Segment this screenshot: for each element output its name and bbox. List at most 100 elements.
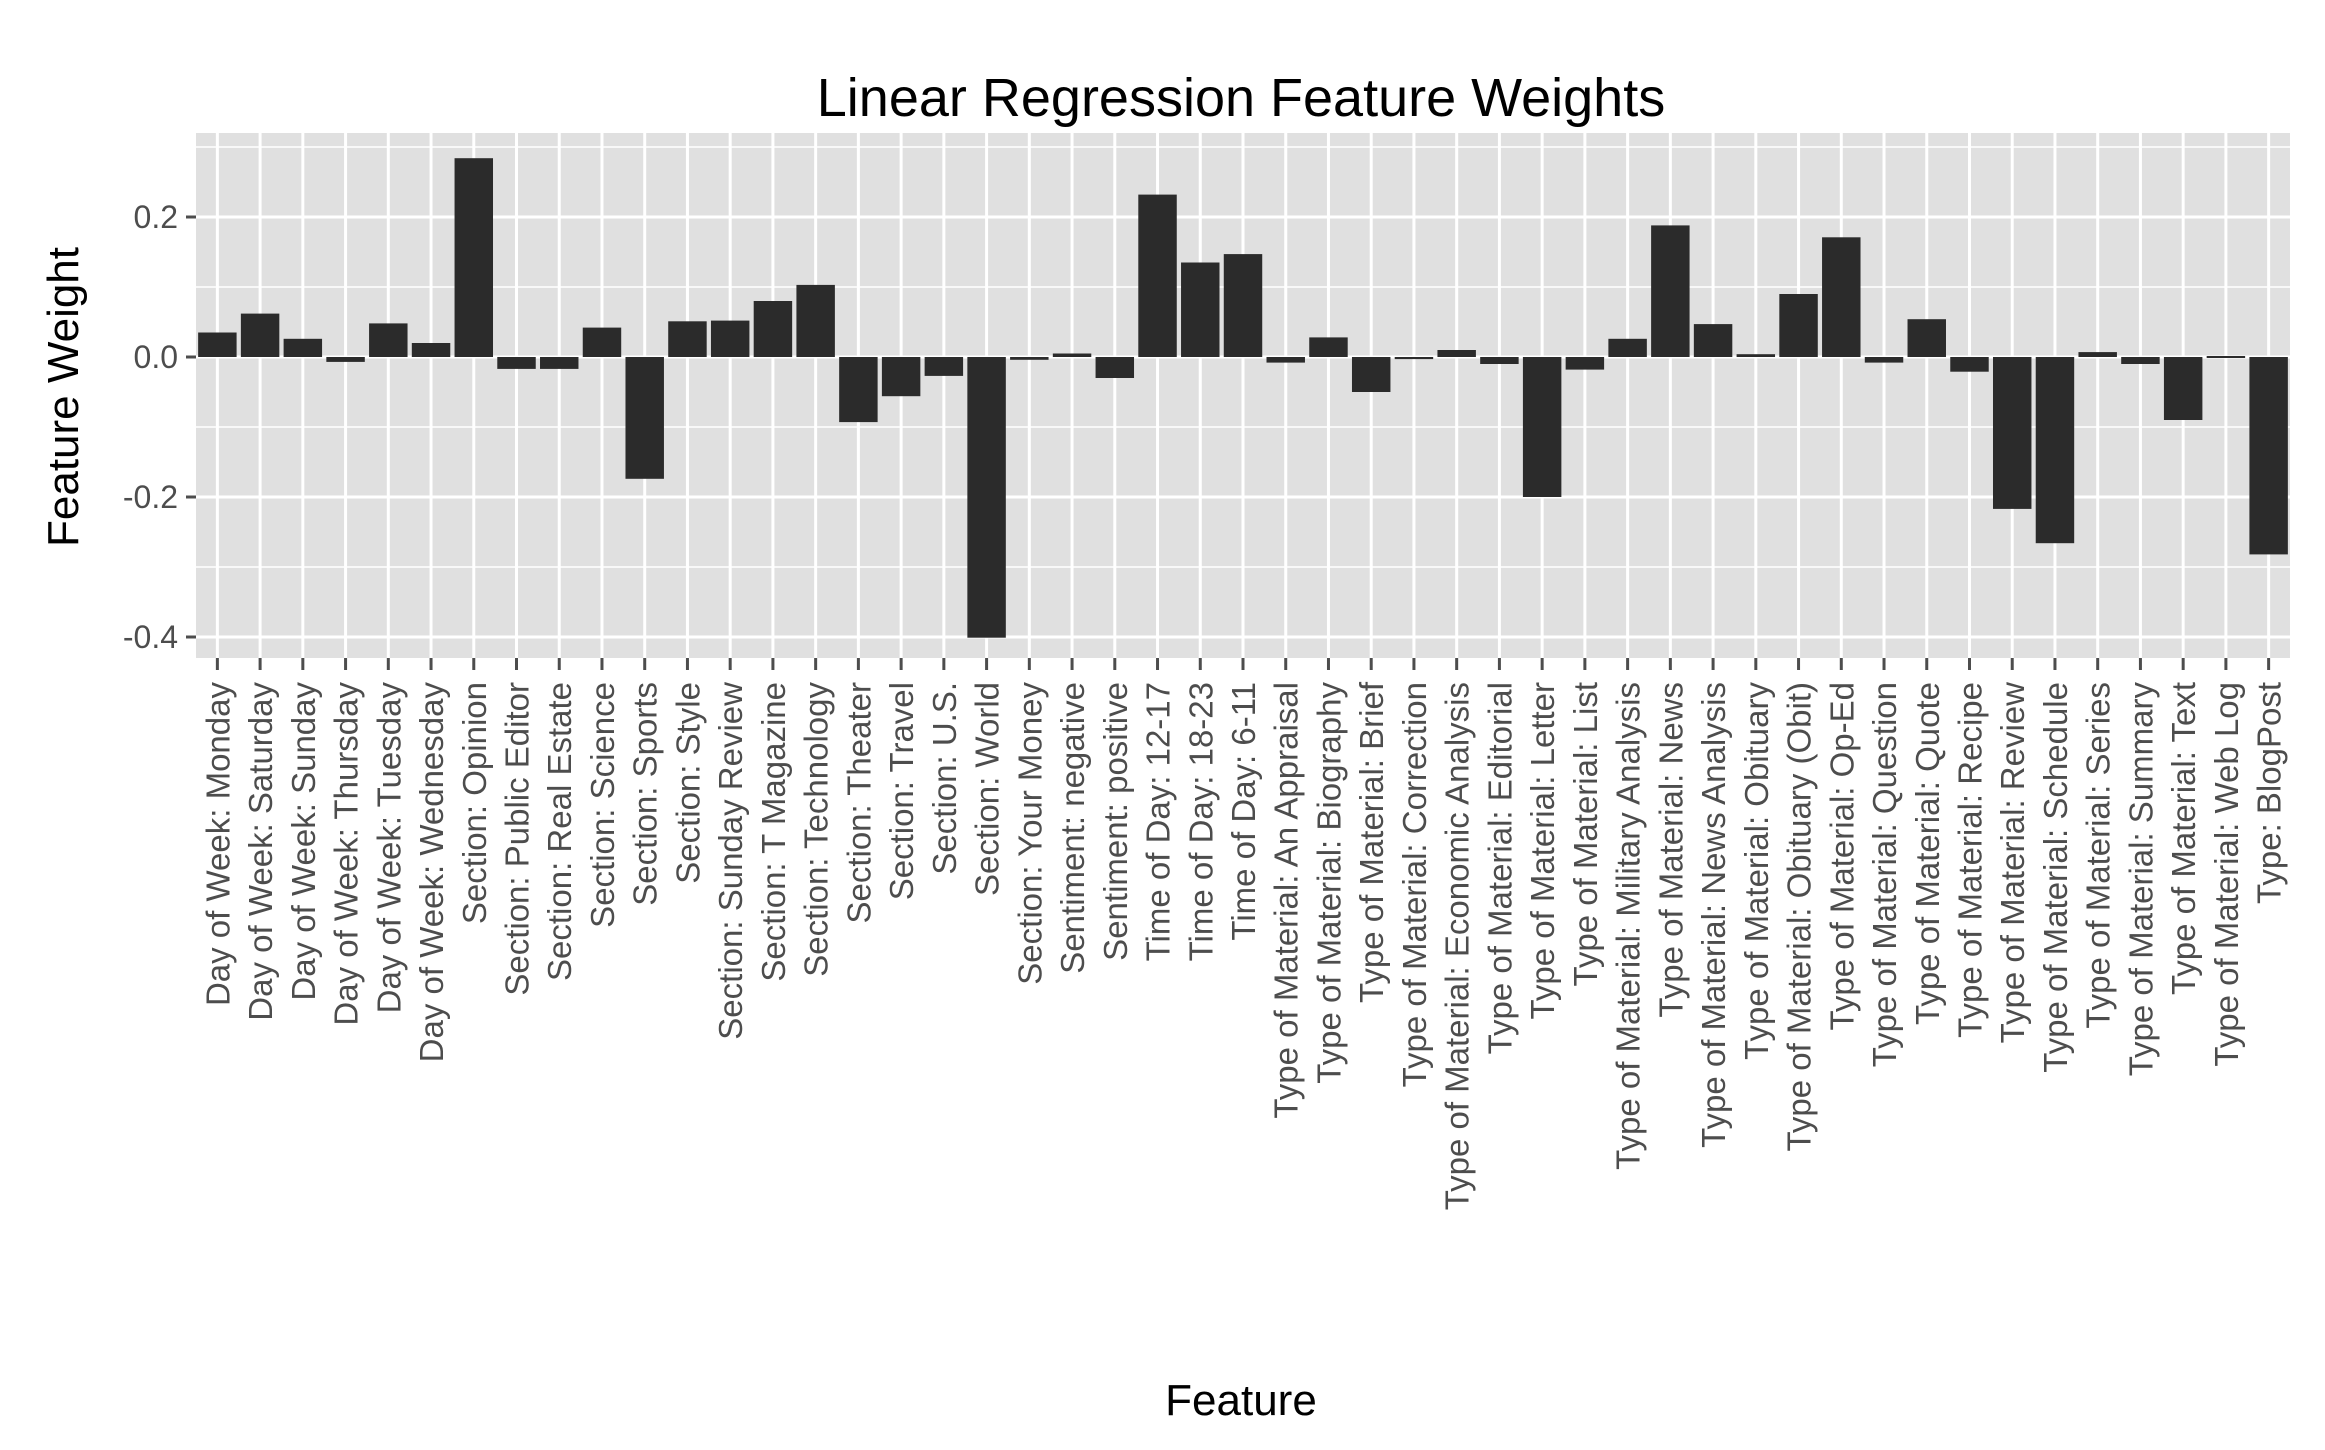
x-tick-label: Type of Material: Obituary (Obit) bbox=[1781, 682, 1818, 1152]
bar bbox=[326, 357, 365, 362]
x-tick-label: Type of Material: Series bbox=[2080, 682, 2117, 1029]
x-tick-label: Type of Material: Letter bbox=[1524, 682, 1561, 1020]
bar bbox=[753, 301, 793, 357]
x-tick-label: Type of Material: Biography bbox=[1310, 682, 1347, 1084]
x-tick-label: Section: Sports bbox=[627, 682, 664, 906]
bar bbox=[1480, 357, 1519, 364]
x-axis-title: Feature bbox=[1165, 1376, 1317, 1425]
bar bbox=[668, 321, 707, 357]
x-tick-label: Type of Material: Quote bbox=[1909, 682, 1946, 1025]
x-tick-label: Section: Your Money bbox=[1011, 682, 1048, 985]
x-tick-label: Section: Theater bbox=[840, 682, 877, 924]
bar bbox=[1309, 337, 1348, 357]
y-tick-label: 0.2 bbox=[134, 199, 178, 235]
x-tick-label: Type of Material: List bbox=[1567, 682, 1604, 986]
bar bbox=[1736, 354, 1776, 357]
x-tick-label: Section: Science bbox=[584, 682, 621, 928]
x-tick-label: Type of Material: Recipe bbox=[1951, 682, 1988, 1038]
y-axis-title: Feature Weight bbox=[39, 247, 88, 547]
bar bbox=[2035, 357, 2075, 544]
x-tick-label: Type of Material: News bbox=[1652, 682, 1689, 1018]
x-tick-label: Section: Real Estate bbox=[541, 682, 578, 981]
x-tick-label: Type of Material: Editorial bbox=[1481, 682, 1518, 1054]
x-tick-label: Type of Material: An Appraisal bbox=[1268, 682, 1305, 1119]
bar bbox=[1394, 357, 1434, 360]
bar bbox=[1351, 357, 1391, 392]
bar bbox=[1608, 338, 1647, 357]
x-tick-label: Type: BlogPost bbox=[2251, 682, 2288, 904]
bar bbox=[796, 284, 835, 357]
bar bbox=[1266, 357, 1305, 363]
bar bbox=[2078, 352, 2117, 357]
x-tick-label: Section: Travel bbox=[883, 682, 920, 900]
bar bbox=[198, 332, 237, 357]
x-tick-label: Section: U.S. bbox=[926, 682, 963, 875]
bar bbox=[1693, 324, 1733, 357]
x-tick-label: Section: Sunday Review bbox=[712, 682, 749, 1040]
x-tick-label: Time of Day: 6-11 bbox=[1225, 682, 1262, 941]
y-axis: -0.4 -0.2 0.0 0.2 bbox=[123, 199, 196, 655]
x-tick-label: Type of Material: Question bbox=[1866, 682, 1903, 1067]
x-tick-label: Section: Style bbox=[669, 682, 706, 884]
x-tick-label: Section: Opinion bbox=[456, 682, 493, 924]
bar bbox=[839, 357, 878, 423]
bar bbox=[1181, 262, 1220, 357]
x-tick-label: Time of Day: 12-17 bbox=[1140, 682, 1177, 961]
x-tick-label: Type of Material: Economic Analysis bbox=[1439, 682, 1476, 1210]
x-tick-label: Sentiment: negative bbox=[1054, 682, 1091, 974]
bar bbox=[497, 357, 536, 369]
x-tick-label: Type of Material: Military Analysis bbox=[1610, 682, 1647, 1170]
bar bbox=[881, 357, 921, 397]
bar bbox=[924, 357, 964, 376]
bar bbox=[1010, 357, 1049, 360]
x-tick-label: Day of Week: Wednesday bbox=[413, 682, 450, 1063]
bar bbox=[411, 343, 451, 357]
x-tick-label: Sentiment: positive bbox=[1097, 682, 1134, 961]
x-tick-label: Time of Day: 18-23 bbox=[1182, 682, 1219, 961]
bar bbox=[2206, 356, 2246, 358]
x-tick-label: Day of Week: Saturday bbox=[242, 682, 279, 1021]
bar bbox=[1565, 357, 1605, 370]
bar bbox=[1138, 194, 1177, 357]
bar bbox=[1052, 353, 1092, 357]
bar bbox=[2249, 357, 2288, 555]
bar bbox=[540, 357, 579, 369]
bar bbox=[1522, 357, 1562, 497]
bar bbox=[240, 313, 280, 357]
x-tick-label: Type of Material: News Analysis bbox=[1695, 682, 1732, 1148]
bar bbox=[454, 158, 494, 357]
bar bbox=[710, 320, 750, 357]
x-tick-label: Section: World bbox=[969, 682, 1006, 896]
y-tick-label: -0.4 bbox=[123, 619, 178, 655]
x-tick-label: Type of Material: Schedule bbox=[2037, 682, 2074, 1073]
x-tick-label: Type of Material: Review bbox=[1994, 682, 2031, 1043]
x-tick-label: Type of Material: Web Log bbox=[2208, 682, 2245, 1067]
x-tick-label: Type of Material: Brief bbox=[1353, 681, 1390, 1003]
bars bbox=[198, 158, 2288, 638]
bar bbox=[1822, 237, 1861, 357]
x-tick-label: Type of Material: Summary bbox=[2122, 682, 2159, 1077]
bar bbox=[582, 327, 622, 357]
bar bbox=[1095, 357, 1135, 378]
bar bbox=[625, 357, 664, 479]
x-tick-label: Type of Material: Op-Ed bbox=[1823, 682, 1860, 1030]
y-tick-label: -0.2 bbox=[123, 479, 178, 515]
grid-lines bbox=[196, 133, 2290, 658]
x-tick-label: Day of Week: Tuesday bbox=[370, 682, 407, 1014]
x-tick-label: Type of Material: Text bbox=[2165, 682, 2202, 995]
bar bbox=[1651, 225, 1690, 357]
x-tick-label: Day of Week: Thursday bbox=[328, 682, 365, 1026]
x-tick-label: Type of Material: Obituary bbox=[1738, 682, 1775, 1060]
bar bbox=[1864, 357, 1904, 363]
chart-title: Linear Regression Feature Weights bbox=[817, 68, 1665, 128]
bar bbox=[1950, 357, 1989, 372]
bar bbox=[1992, 357, 2032, 509]
x-tick-label: Section: Public Editor bbox=[499, 682, 536, 996]
bar bbox=[1223, 254, 1263, 357]
x-tick-label: Section: Technology bbox=[798, 682, 835, 977]
x-tick-label: Day of Week: Monday bbox=[199, 682, 236, 1007]
bar bbox=[1907, 319, 1946, 357]
x-tick-label: Section: T Magazine bbox=[755, 682, 792, 982]
bar bbox=[2121, 357, 2160, 364]
